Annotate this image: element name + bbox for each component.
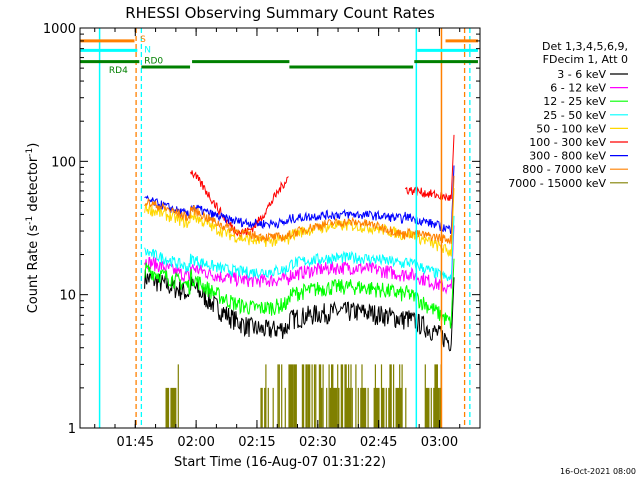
flag-label-s: S (140, 35, 146, 45)
x-tick-label: 02:45 (360, 435, 397, 450)
flag-label-rd4: RD4 (109, 66, 128, 76)
flag-label-rd0: RD0 (144, 57, 163, 67)
y-tick-label: 1000 (43, 22, 76, 37)
chart-title: RHESSI Observing Summary Count Rates (125, 4, 435, 22)
legend-entry-label: 6 - 12 keV (550, 82, 606, 95)
legend-entry-label: 300 - 800 keV (529, 150, 606, 163)
y-axis-label-end: ) (26, 143, 41, 148)
series-line (144, 188, 455, 258)
legend-entry-label: 800 - 7000 keV (522, 163, 606, 176)
series-line (144, 258, 455, 329)
series-line (144, 269, 455, 352)
series-line (190, 134, 455, 237)
x-tick-label: 02:00 (177, 435, 214, 450)
y-axis-label-mid: detector (26, 156, 41, 216)
legend-entry-label: 12 - 25 keV (543, 95, 606, 108)
plot-frame (79, 27, 481, 429)
legend-entry-label: 7000 - 15000 keV (508, 177, 606, 190)
legend: Det 1,3,4,5,6,9,FDecim 1, Att 0 3 - 6 keV… (508, 40, 628, 190)
legend-entry-label: 100 - 300 keV (529, 136, 606, 149)
legend-header-line: Det 1,3,4,5,6,9, (542, 40, 628, 53)
series-line (144, 225, 455, 295)
legend-entry-label: 3 - 6 keV (557, 68, 606, 81)
series-line (144, 175, 455, 245)
y-tick-label: 10 (59, 289, 76, 304)
y-tick-label: 1 (68, 422, 76, 437)
legend-entry-label: 50 - 100 keV (536, 122, 606, 135)
x-axis-label: Start Time (16-Aug-07 01:31:22) (174, 455, 386, 470)
flags-layer: SN RD0 RD4 (80, 28, 478, 428)
series-layer (144, 134, 455, 428)
y-axis-label-main: Count Rate (s (26, 225, 41, 314)
y-tick-label: 100 (51, 155, 76, 170)
x-tick-label: 02:30 (299, 435, 336, 450)
y-axis-label-sup1: -1 (25, 216, 35, 225)
flag-label-n: N (144, 45, 151, 55)
y-axis: 1 10 100 1000 (43, 22, 480, 437)
series-line (144, 215, 455, 282)
x-tick-label: 03:00 (421, 435, 458, 450)
series-line-olive (165, 364, 442, 428)
y-axis-label: Count Rate (s-1 detector-1) (25, 143, 41, 314)
legend-entry-label: 25 - 50 keV (543, 109, 606, 122)
legend-header-line: FDecim 1, Att 0 (543, 53, 628, 66)
x-tick-label: 01:45 (117, 435, 154, 450)
series-line (144, 165, 455, 235)
y-axis-label-sup2: -1 (25, 148, 35, 157)
x-tick-label: 02:15 (238, 435, 275, 450)
x-axis: 01:45 02:00 02:15 02:30 02:45 03:00 (94, 28, 461, 450)
footer-timestamp: 16-Oct-2021 08:00 (560, 467, 636, 476)
